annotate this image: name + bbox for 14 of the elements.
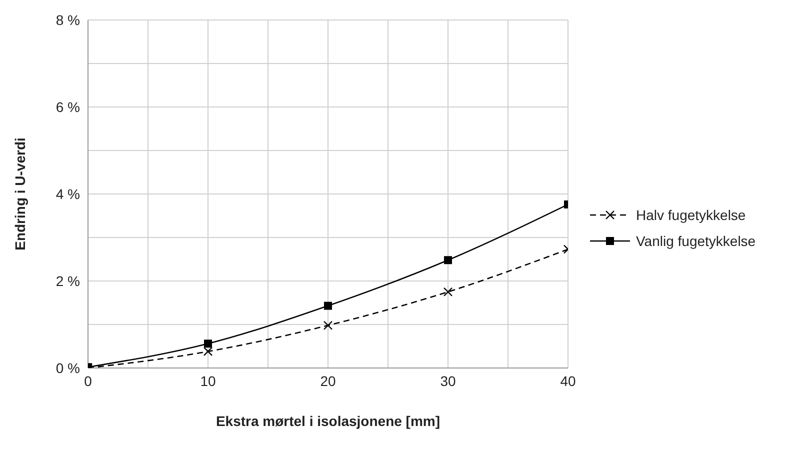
y-tick-label: 6 %	[56, 98, 80, 115]
legend-label: Vanlig fugetykkelse	[636, 233, 756, 249]
x-tick-label: 10	[200, 372, 216, 389]
y-axis-title: Endring i U-verdi	[12, 138, 28, 250]
x-tick-label: 0	[84, 372, 92, 389]
y-tick-label: 2 %	[56, 272, 80, 289]
y-tick-label: 8 %	[56, 12, 80, 28]
legend-label: Halv fugetykkelse	[636, 207, 746, 223]
y-tick-label: 4 %	[56, 186, 80, 202]
y-tick-label: 0 %	[56, 360, 80, 376]
x-tick-label: 30	[440, 372, 456, 389]
x-tick-label: 40	[560, 372, 576, 389]
x-tick-label: 20	[320, 372, 336, 389]
x-axis-title: Ekstra mørtel i isolasjonene [mm]	[216, 413, 440, 429]
